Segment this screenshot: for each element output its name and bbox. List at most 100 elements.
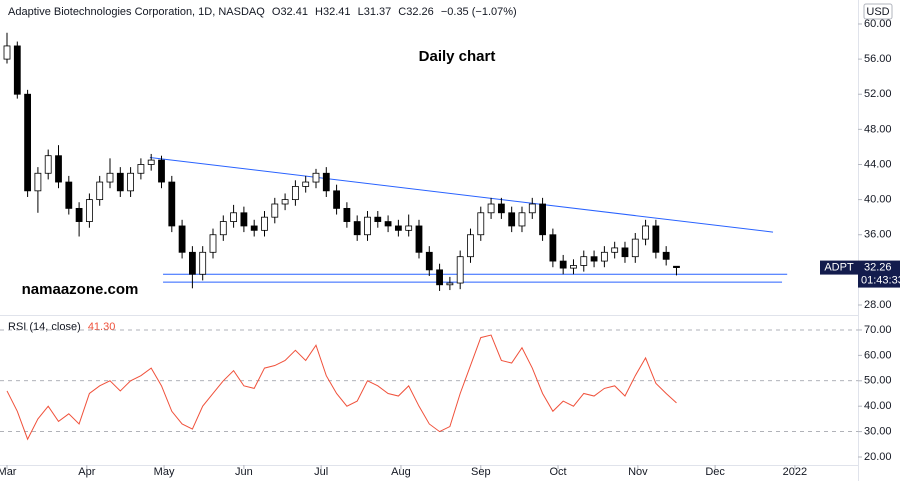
x-tick-label: Jul xyxy=(314,466,328,478)
ohlc-label: L xyxy=(358,6,364,18)
candle-body xyxy=(34,172,42,192)
candle-body xyxy=(312,172,320,183)
last-price-box xyxy=(858,260,900,288)
candle-body xyxy=(662,251,670,260)
chart-title: Daily chart xyxy=(419,48,496,65)
candle-body xyxy=(24,93,32,192)
candle-body xyxy=(539,203,546,236)
watermark: namaazone.com xyxy=(22,281,139,298)
symbol: Adaptive Biotechnologies Corporation, 1D… xyxy=(8,6,265,18)
candle-body xyxy=(518,212,526,227)
y-tick-label: 44.00 xyxy=(864,158,892,170)
candle-body xyxy=(456,256,464,284)
candle-body xyxy=(168,181,176,227)
candle-body xyxy=(250,225,258,231)
candle-body xyxy=(425,251,433,271)
ohlc-value: 32.41 xyxy=(323,6,351,18)
candle-body xyxy=(44,155,52,174)
ohlc-label: C xyxy=(398,6,406,18)
countdown: 01:43:33 xyxy=(861,274,900,286)
candle-body xyxy=(147,159,155,165)
ohlc-label: H xyxy=(315,6,323,18)
candle-body xyxy=(116,172,124,192)
candle-body xyxy=(405,225,413,231)
x-tick-label: Dec xyxy=(705,466,725,478)
candle-body xyxy=(374,216,382,222)
y-tick-label: 36.00 xyxy=(864,229,892,241)
candle-body xyxy=(570,265,577,269)
change: −0.35 (−1.07%) xyxy=(441,6,517,18)
ohlc-value: 31.37 xyxy=(364,6,392,18)
candle-body xyxy=(394,225,402,231)
x-tick-label: Sep xyxy=(471,466,491,478)
y-tick-label: 20.00 xyxy=(864,451,892,463)
candle-body xyxy=(127,172,134,192)
ohlc-value: 32.26 xyxy=(406,6,434,18)
candle-body xyxy=(291,186,299,201)
candle-body xyxy=(549,234,557,262)
header: Adaptive Biotechnologies Corporation, 1D… xyxy=(8,6,517,18)
x-tick-label: May xyxy=(154,466,175,478)
candle-body xyxy=(528,203,536,214)
candle-body xyxy=(343,207,351,222)
y-tick-label: 40.00 xyxy=(864,194,892,206)
candle-body xyxy=(477,212,485,236)
candle-body xyxy=(85,199,93,222)
currency-box xyxy=(863,3,893,20)
candle-body xyxy=(467,234,474,258)
candle-body xyxy=(261,216,268,231)
y-tick-label: 48.00 xyxy=(864,123,892,135)
last-price-label: 32.26 xyxy=(864,261,892,273)
candle-body xyxy=(353,221,361,236)
candle-body xyxy=(219,221,227,236)
y-tick-label: 70.00 xyxy=(864,324,892,336)
candle-body xyxy=(621,247,629,258)
symbol-box xyxy=(820,260,858,275)
candle-body xyxy=(673,265,680,268)
candle-body xyxy=(96,181,104,201)
x-tick-label: Nov xyxy=(628,466,648,478)
candle-body xyxy=(559,260,567,269)
candle-body xyxy=(364,216,371,236)
candle-body xyxy=(199,251,207,275)
candle-body xyxy=(106,172,114,183)
candle-body xyxy=(158,159,165,183)
x-tick-label: Mar xyxy=(0,466,17,478)
indicator-value: 41.30 xyxy=(88,321,116,333)
candle-body xyxy=(302,181,310,187)
symbol-label: ADPT xyxy=(824,261,854,273)
x-tick-label: Oct xyxy=(549,466,566,478)
candle-body xyxy=(652,225,660,253)
candle-body xyxy=(178,225,186,253)
candle-body xyxy=(384,221,392,227)
candle-body xyxy=(446,282,454,286)
y-tick-label: 28.00 xyxy=(864,299,892,311)
candle-body xyxy=(75,207,83,222)
candle-body xyxy=(3,45,11,60)
candle-body xyxy=(209,234,217,253)
candle-body xyxy=(497,203,505,214)
ohlc-label: O xyxy=(272,6,281,18)
candle-body xyxy=(240,212,248,227)
x-tick-label: 2022 xyxy=(783,466,807,478)
candle-body xyxy=(55,155,62,183)
y-tick-label: 60.00 xyxy=(864,18,892,30)
candle-body xyxy=(281,199,289,205)
candle-body xyxy=(642,225,649,240)
ohlc-value: 32.41 xyxy=(280,6,308,18)
candle-body xyxy=(333,190,340,209)
candle-body xyxy=(65,181,73,209)
x-tick-label: Aug xyxy=(391,466,411,478)
y-tick-label: 60.00 xyxy=(864,349,892,361)
candle-body xyxy=(13,45,21,95)
x-tick-label: Apr xyxy=(78,466,95,478)
candle-body xyxy=(271,203,279,218)
y-tick-label: 52.00 xyxy=(864,88,892,100)
candle-body xyxy=(631,238,639,258)
candle-body xyxy=(580,256,588,266)
rsi-line xyxy=(6,334,677,441)
candle-body xyxy=(600,251,608,262)
candle-body xyxy=(230,212,237,222)
candle-body xyxy=(188,251,196,275)
